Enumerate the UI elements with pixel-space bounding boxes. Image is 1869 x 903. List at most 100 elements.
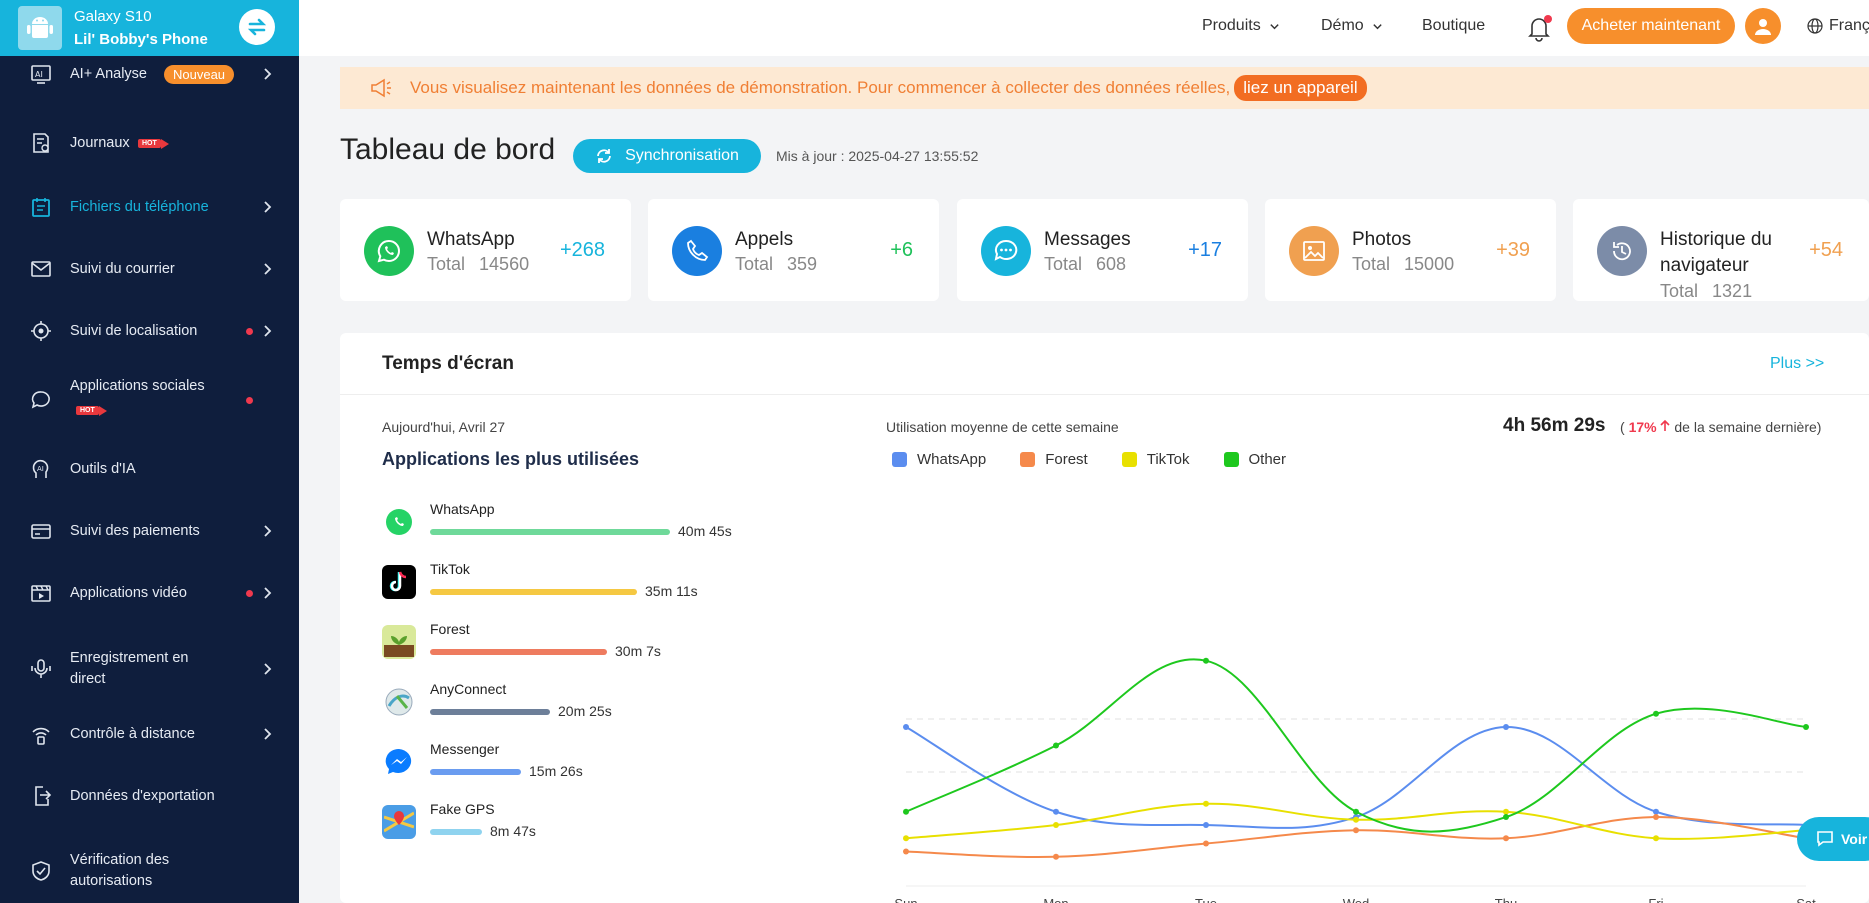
- message-icon: [981, 226, 1031, 276]
- sidebar-item-label: Journaux: [70, 134, 130, 151]
- legend-item-forest[interactable]: Forest: [1020, 451, 1088, 468]
- data-point-tiktok[interactable]: [1653, 835, 1659, 842]
- data-point-other[interactable]: [1653, 710, 1659, 717]
- card-name: Photos: [1352, 229, 1412, 250]
- card-name: WhatsApp: [427, 229, 515, 250]
- stat-card-appels[interactable]: Appels Total 359 +6: [648, 199, 939, 301]
- data-point-whatsapp[interactable]: [1503, 723, 1509, 730]
- notification-dot: [246, 327, 253, 335]
- produits-menu[interactable]: Produits: [1202, 17, 1280, 35]
- app-row-anyconnect: AnyConnect 20m 25s: [382, 681, 782, 725]
- data-point-other[interactable]: [903, 808, 909, 815]
- chat-button[interactable]: Voir: [1797, 817, 1869, 861]
- data-point-forest[interactable]: [1053, 853, 1059, 860]
- panel-title: Temps d'écran: [382, 353, 514, 374]
- sidebar-item-label: Données d'exportation: [70, 787, 215, 804]
- data-point-tiktok[interactable]: [903, 835, 909, 842]
- sync-button[interactable]: Synchronisation: [573, 139, 761, 173]
- sidebar-item-verification[interactable]: Vérification des autorisations: [0, 849, 299, 893]
- series-line-forest: [905, 816, 1807, 859]
- data-point-forest[interactable]: [1353, 827, 1359, 834]
- data-point-tiktok[interactable]: [1053, 822, 1059, 828]
- data-point-forest[interactable]: [1653, 814, 1659, 821]
- notification-bell-icon[interactable]: [1524, 13, 1554, 43]
- link-device-button[interactable]: liez un appareil: [1234, 75, 1367, 101]
- total-value: 14560: [479, 254, 530, 274]
- sidebar-item-applications-video[interactable]: Applications vidéo: [0, 578, 299, 608]
- sync-label: Synchronisation: [625, 147, 739, 164]
- user-avatar-icon[interactable]: [1745, 8, 1781, 44]
- megaphone-icon: [371, 78, 391, 98]
- data-point-whatsapp[interactable]: [1203, 822, 1209, 828]
- usage-bar: [430, 529, 670, 535]
- stat-card-photos[interactable]: Photos Total 15000 +39: [1265, 199, 1556, 301]
- chevron-right-icon: [264, 325, 272, 337]
- sidebar-item-enregistrement[interactable]: Enregistrement en direct: [0, 647, 299, 691]
- sidebar-item-ai-analyse[interactable]: AI AI+ Analyse Nouveau: [0, 59, 299, 89]
- app-row-tiktok: TikTok 35m 11s: [382, 561, 782, 605]
- page-title: Tableau de bord: [340, 133, 556, 166]
- sidebar-item-applications-sociales[interactable]: Applications sociales HOT: [0, 374, 299, 426]
- data-point-tiktok[interactable]: [1503, 808, 1509, 815]
- data-point-tiktok[interactable]: [1353, 816, 1359, 823]
- sidebar-item-outils-ia[interactable]: AI Outils d'IA: [0, 454, 299, 484]
- data-point-tiktok[interactable]: [1203, 800, 1209, 807]
- sidebar-item-controle[interactable]: Contrôle à distance: [0, 719, 299, 749]
- sidebar-item-courrier[interactable]: Suivi du courrier: [0, 254, 299, 284]
- buy-now-button[interactable]: Acheter maintenant: [1567, 8, 1735, 44]
- today-date: Aujourd'hui, Avril 27: [382, 419, 506, 435]
- boutique-link[interactable]: Boutique: [1422, 17, 1486, 34]
- stat-card-whatsapp[interactable]: WhatsApp Total 14560 +268: [340, 199, 631, 301]
- chevron-down-icon: [1373, 23, 1382, 29]
- language-selector[interactable]: Français: [1807, 17, 1869, 35]
- switch-device-icon[interactable]: [239, 9, 275, 45]
- data-point-other[interactable]: [1803, 723, 1809, 730]
- legend-item-whatsapp[interactable]: WhatsApp: [892, 451, 986, 468]
- language-label: Français: [1829, 17, 1869, 34]
- demo-banner: Vous visualisez maintenant les données d…: [340, 67, 1869, 109]
- legend-item-tiktok[interactable]: TikTok: [1121, 451, 1190, 468]
- panel-header: Temps d'écran Plus >>: [340, 333, 1869, 395]
- stat-card-navigateur[interactable]: Historique du navigateur Total 1321 +54: [1573, 199, 1869, 301]
- demo-label: Démo: [1321, 17, 1364, 34]
- total-label: Total: [1660, 281, 1699, 301]
- notification-dot: [1544, 15, 1552, 23]
- total-label: Total: [1044, 254, 1083, 274]
- app-name: Fake GPS: [430, 801, 495, 817]
- legend-item-other[interactable]: Other: [1223, 451, 1286, 468]
- chevron-right-icon: [264, 525, 272, 537]
- card-total: Total 14560: [427, 254, 529, 275]
- photo-icon: [1289, 226, 1339, 276]
- data-point-whatsapp[interactable]: [1653, 808, 1659, 815]
- sidebar-item-paiements[interactable]: Suivi des paiements: [0, 516, 299, 546]
- stat-card-messages[interactable]: Messages Total 608 +17: [957, 199, 1248, 301]
- data-point-forest[interactable]: [903, 848, 909, 855]
- more-link[interactable]: Plus >>: [1770, 355, 1825, 372]
- data-point-whatsapp[interactable]: [1053, 808, 1059, 815]
- data-point-other[interactable]: [1353, 808, 1359, 815]
- app-name: TikTok: [430, 561, 470, 577]
- sidebar-item-label: Applications vidéo: [70, 584, 187, 601]
- fake-gps-icon: [382, 805, 416, 839]
- chat-icon: [1817, 831, 1833, 847]
- data-point-forest[interactable]: [1503, 835, 1509, 842]
- tiktok-icon: [382, 565, 416, 599]
- sidebar-item-journaux[interactable]: Journaux HOT: [0, 128, 299, 158]
- demo-menu[interactable]: Démo: [1321, 17, 1383, 35]
- sidebar-item-localisation[interactable]: Suivi de localisation: [0, 316, 299, 346]
- weekly-average-value: 4h 56m 29s: [1503, 415, 1606, 436]
- sidebar-item-export[interactable]: Données d'exportation: [0, 781, 299, 811]
- data-point-other[interactable]: [1503, 814, 1509, 821]
- device-header[interactable]: Galaxy S10 Lil' Bobby's Phone: [0, 0, 299, 56]
- chevron-right-icon: [264, 587, 272, 599]
- sidebar-item-fichiers[interactable]: Fichiers du téléphone: [0, 192, 299, 222]
- notification-dot: [246, 589, 253, 597]
- shield-check-icon: [29, 859, 53, 883]
- sidebar-item-label: Suivi des paiements: [70, 522, 200, 539]
- data-point-whatsapp[interactable]: [903, 723, 909, 730]
- arrow-up-icon: [1660, 419, 1671, 431]
- sidebar-item-label: Vérification des autorisations: [70, 852, 170, 889]
- data-point-forest[interactable]: [1203, 840, 1209, 847]
- data-point-other[interactable]: [1203, 657, 1209, 664]
- data-point-other[interactable]: [1053, 742, 1059, 749]
